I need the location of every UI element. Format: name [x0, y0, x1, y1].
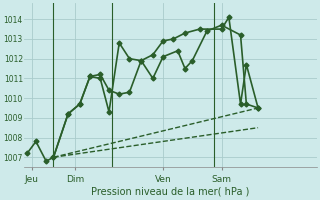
X-axis label: Pression niveau de la mer( hPa ): Pression niveau de la mer( hPa ): [91, 187, 250, 197]
